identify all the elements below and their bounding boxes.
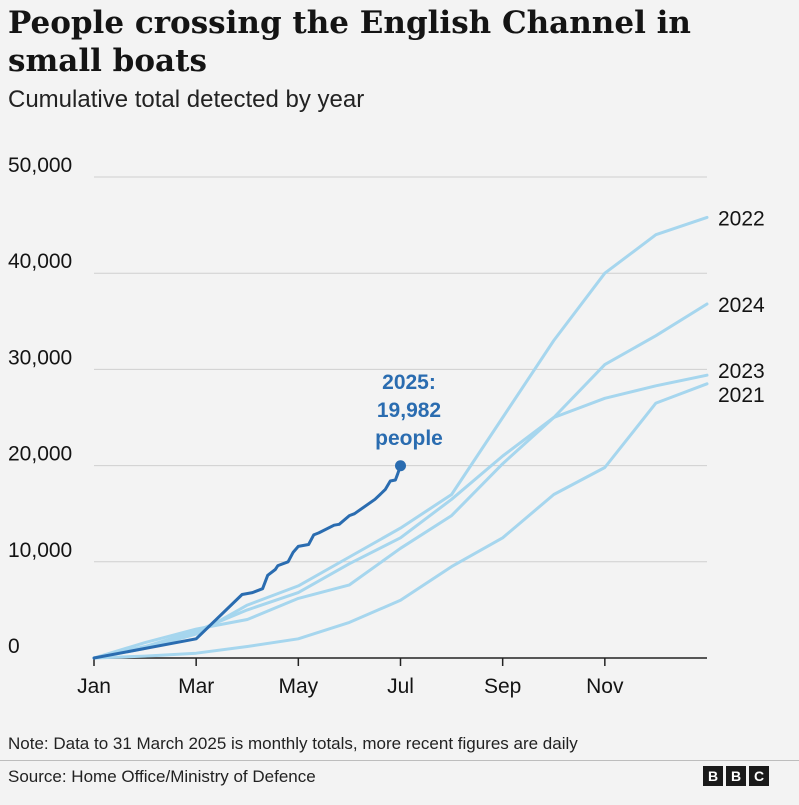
current-year-annotation: 2025: 19,982 people <box>375 371 443 472</box>
series-line-2022 <box>92 215 709 660</box>
y-axis-ticks: 0 10,000 20,000 30,000 40,000 50,000 <box>8 154 72 658</box>
y-tick-label: 40,000 <box>8 250 72 273</box>
series-label-2022: 2022 <box>718 207 765 230</box>
chart-note: Note: Data to 31 March 2025 is monthly t… <box>8 734 578 753</box>
series-line-2025 <box>92 464 402 660</box>
y-tick-label: 0 <box>8 635 20 658</box>
x-tick-label: Sep <box>484 675 521 698</box>
bbc-logo-block: C <box>749 766 769 786</box>
series-line-2023 <box>92 373 709 660</box>
chart-title: People crossing the English Channel in s… <box>8 5 691 79</box>
x-tick-label: Mar <box>178 675 214 698</box>
series-lines <box>92 215 709 660</box>
x-tick-label: May <box>278 675 318 698</box>
bbc-logo-block: B <box>726 766 746 786</box>
x-tick-label: Jul <box>387 675 414 698</box>
chart-source: Source: Home Office/Ministry of Defence <box>8 767 316 786</box>
bbc-logo: B B C <box>703 766 769 786</box>
y-tick-label: 10,000 <box>8 539 72 562</box>
series-line-2021 <box>92 382 709 660</box>
annotation-line: 19,982 <box>377 399 441 422</box>
series-line-2024 <box>92 302 709 660</box>
x-axis-ticks: Jan Mar May Jul Sep Nov <box>77 658 624 698</box>
y-tick-label: 50,000 <box>8 154 72 177</box>
x-tick-label: Nov <box>586 675 624 698</box>
series-label-2021: 2021 <box>718 384 765 407</box>
x-tick-label: Jan <box>77 675 111 698</box>
series-label-2023: 2023 <box>718 360 765 383</box>
footer-divider <box>0 760 799 761</box>
current-year-endpoint <box>395 460 406 472</box>
annotation-line: people <box>375 427 443 450</box>
chart-subtitle: Cumulative total detected by year <box>8 86 365 113</box>
annotation-line: 2025: <box>382 371 436 394</box>
y-tick-label: 20,000 <box>8 443 72 466</box>
line-chart: 0 10,000 20,000 30,000 40,000 50,000 Jan Mar Ma… <box>8 154 765 698</box>
series-label-2024: 2024 <box>718 294 765 317</box>
y-tick-label: 30,000 <box>8 346 72 369</box>
bbc-logo-block: B <box>703 766 723 786</box>
